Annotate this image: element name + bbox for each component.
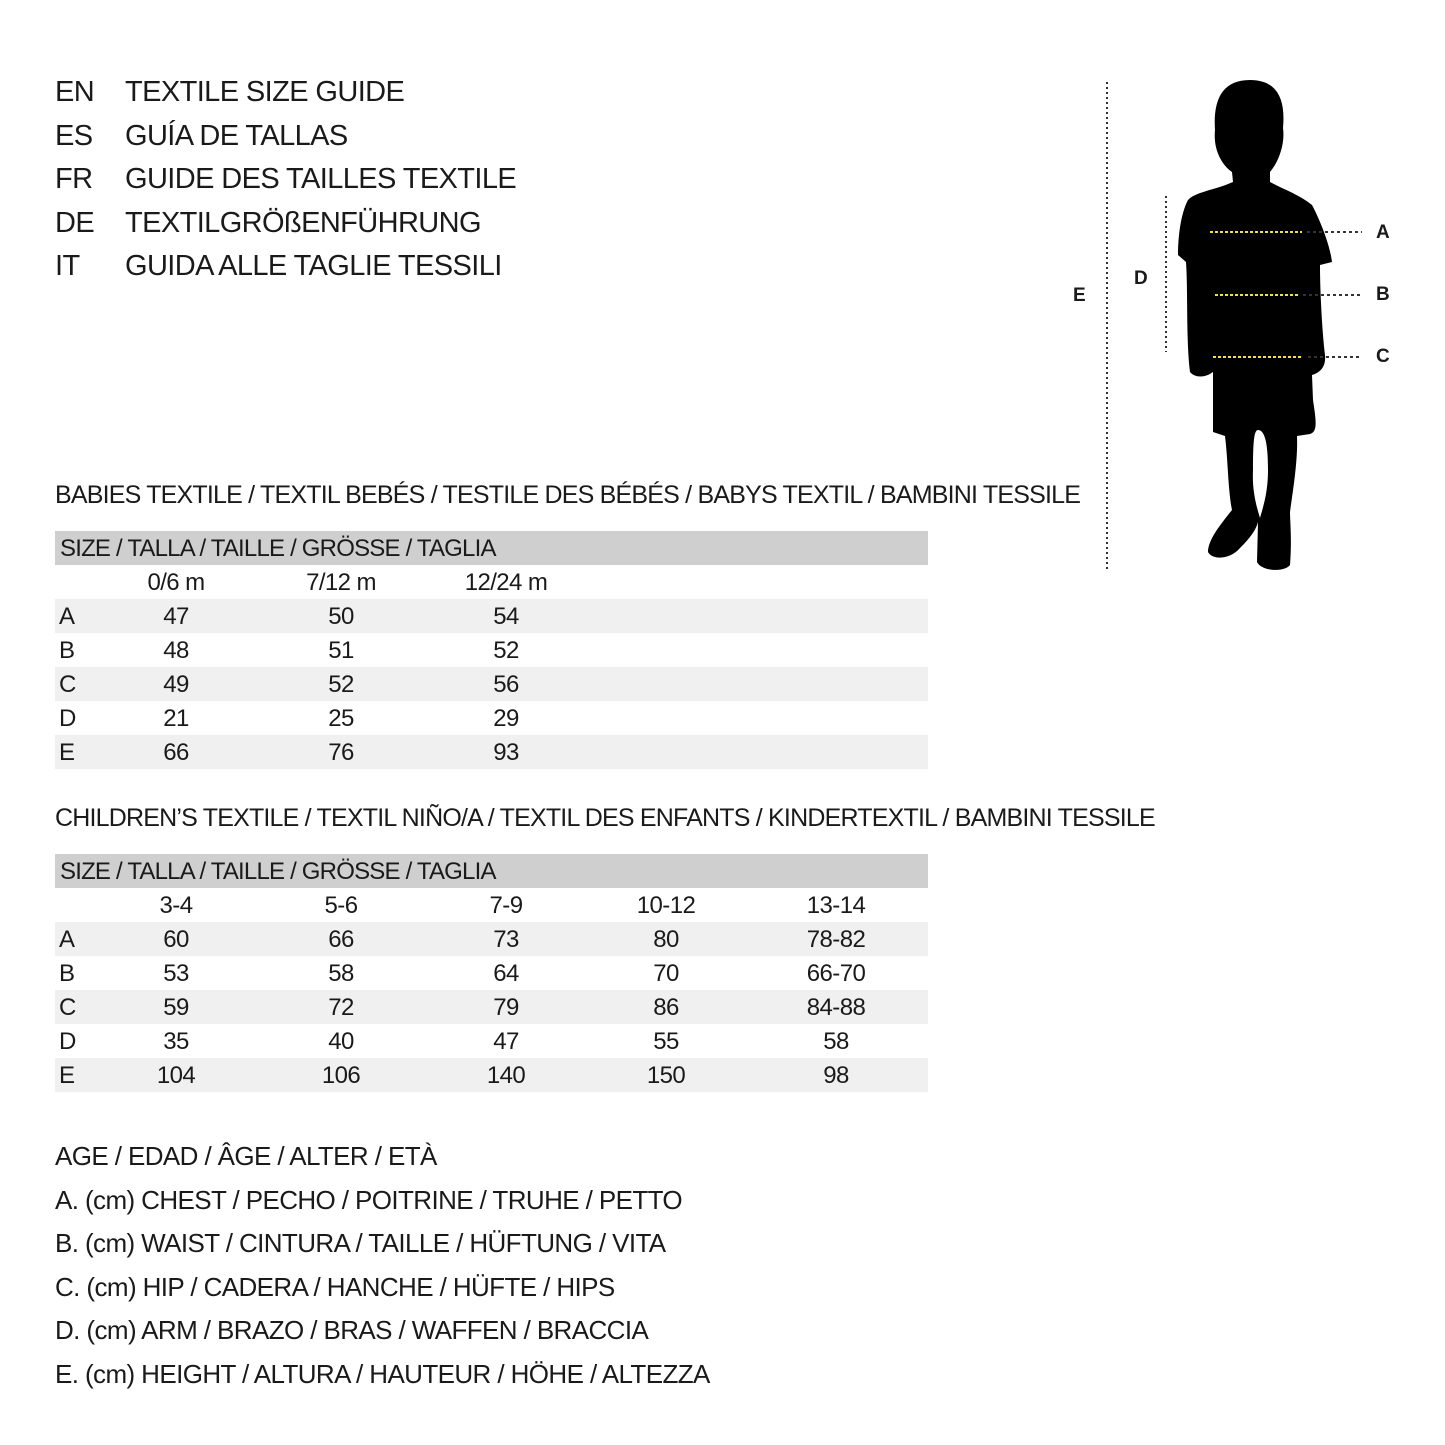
row-label: A [59, 603, 76, 630]
table-row: C 49 52 56 [55, 667, 928, 701]
column-header: 0/6 m [147, 569, 205, 596]
figure-label-a: A [1376, 222, 1390, 243]
guide-title: GUIDE DES TAILLES TEXTILE [125, 163, 517, 195]
table-cell: 70 [653, 960, 679, 987]
figure-label-d: D [1134, 268, 1148, 289]
table-cell: 55 [653, 1028, 679, 1055]
legend-line: AGE / EDAD / ÂGE / ALTER / ETÀ [55, 1141, 437, 1171]
column-header-row: 0/6 m 7/12 m 12/24 m [55, 565, 928, 599]
table-cell: 98 [823, 1062, 849, 1089]
column-header-row: 3-4 5-6 7-9 10-12 13-14 [55, 888, 928, 922]
table-row: E 66 76 93 [55, 735, 928, 769]
column-header: 7/12 m [306, 569, 376, 596]
table-row: D 35 40 47 55 58 [55, 1024, 928, 1058]
table-cell: 51 [328, 637, 354, 664]
table-cell: 59 [163, 994, 189, 1021]
table-cell: 80 [653, 926, 679, 953]
table-cell: 79 [493, 994, 519, 1021]
table-cell: 73 [493, 926, 519, 953]
legend-line: B. (cm) WAIST / CINTURA / TAILLE / HÜFTU… [55, 1228, 666, 1258]
table-cell: 66-70 [806, 960, 866, 987]
column-header: 12/24 m [464, 569, 548, 596]
figure-label-e: E [1073, 285, 1086, 306]
guide-title: TEXTILGRÖßENFÜHRUNG [125, 206, 482, 239]
table-cell: 49 [163, 671, 189, 698]
row-label: E [59, 739, 76, 766]
babies-section-title: BABIES TEXTILE / TEXTIL BEBÉS / TESTILE … [55, 481, 1081, 509]
language-code: FR [55, 163, 93, 195]
legend-line: D. (cm) ARM / BRAZO / BRAS / WAFFEN / BR… [55, 1315, 649, 1345]
row-label: D [59, 1028, 77, 1055]
row-label: C [59, 994, 77, 1021]
table-row: B 48 51 52 [55, 633, 928, 667]
table-cell: 66 [163, 739, 189, 766]
column-header: 3-4 [159, 892, 193, 919]
table-cell: 35 [163, 1028, 189, 1055]
table-cell: 52 [493, 637, 519, 664]
table-cell: 78-82 [806, 926, 866, 953]
children-section-title: CHILDREN’S TEXTILE / TEXTIL NIÑO/A / TEX… [55, 804, 1156, 832]
column-header: 10-12 [636, 892, 696, 919]
table-row: B 53 58 64 70 66-70 [55, 956, 928, 990]
column-header: 5-6 [324, 892, 358, 919]
row-label: B [59, 637, 76, 664]
table-cell: 21 [163, 705, 189, 732]
table-row: A 47 50 54 [55, 599, 928, 633]
row-label: A [59, 926, 76, 953]
guide-title: GUIDA ALLE TAGLIE TESSILI [125, 250, 502, 282]
table-header-bar: SIZE / TALLA / TAILLE / GRÖSSE / TAGLIA [55, 531, 928, 565]
table-cell: 140 [486, 1062, 526, 1089]
children-size-table: SIZE / TALLA / TAILLE / GRÖSSE / TAGLIA 3… [55, 854, 928, 1092]
table-row: C 59 72 79 86 84-88 [55, 990, 928, 1024]
language-code: DE [55, 206, 95, 239]
guide-title: TEXTILE SIZE GUIDE [125, 76, 405, 108]
table-cell: 48 [163, 637, 189, 664]
table-row: E 104 106 140 150 98 [55, 1058, 928, 1092]
row-label: C [59, 671, 77, 698]
row-label: B [59, 960, 76, 987]
language-code: ES [55, 119, 93, 152]
table-cell: 53 [163, 960, 189, 987]
table-cell: 58 [328, 960, 354, 987]
legend-line: A. (cm) CHEST / PECHO / POITRINE / TRUHE… [55, 1184, 683, 1215]
child-silhouette [1178, 80, 1332, 570]
figure-label-c: C [1376, 346, 1390, 367]
table-cell: 104 [156, 1062, 196, 1089]
legend-line: E. (cm) HEIGHT / ALTURA / HAUTEUR / HÖHE… [55, 1358, 710, 1389]
figure-label-b: B [1376, 284, 1390, 305]
table-row: A 60 66 73 80 78-82 [55, 922, 928, 956]
column-header: 7-9 [489, 892, 523, 919]
table-cell: 66 [328, 926, 354, 953]
table-cell: 150 [646, 1062, 686, 1089]
table-cell: 64 [493, 960, 519, 987]
row-label: E [59, 1062, 76, 1089]
table-cell: 60 [163, 926, 189, 953]
babies-size-table: SIZE / TALLA / TAILLE / GRÖSSE / TAGLIA 0… [55, 531, 928, 769]
table-cell: 86 [653, 994, 679, 1021]
table-cell: 58 [823, 1028, 849, 1055]
table-cell: 84-88 [806, 994, 866, 1021]
table-cell: 25 [328, 705, 354, 732]
table-row: D 21 25 29 [55, 701, 928, 735]
column-header: 13-14 [806, 892, 866, 919]
table-cell: 40 [328, 1028, 354, 1055]
table-cell: 52 [328, 671, 354, 698]
table-cell: 106 [321, 1062, 361, 1089]
guide-title: GUÍA DE TALLAS [125, 119, 348, 152]
table-cell: 47 [163, 603, 189, 630]
table-cell: 29 [493, 705, 519, 732]
table-cell: 54 [493, 603, 519, 630]
table-cell: 76 [328, 739, 354, 766]
table-cell: 56 [493, 671, 519, 698]
legend-line: C. (cm) HIP / CADERA / HANCHE / HÜFTE / … [55, 1271, 615, 1302]
table-cell: 72 [328, 994, 354, 1021]
language-code: EN [55, 76, 95, 108]
table-cell: 50 [328, 603, 354, 630]
row-label: D [59, 705, 77, 732]
table-cell: 47 [493, 1028, 519, 1055]
table-header-bar: SIZE / TALLA / TAILLE / GRÖSSE / TAGLIA [55, 854, 928, 888]
language-code: IT [55, 250, 80, 282]
table-cell: 93 [493, 739, 519, 766]
